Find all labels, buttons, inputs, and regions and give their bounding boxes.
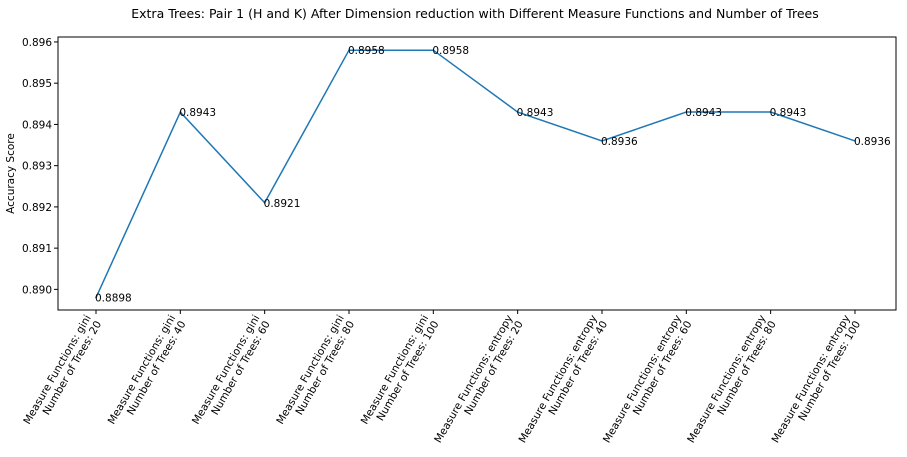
x-tick-label-line: Measure Functions: entropy [770, 313, 853, 445]
x-tick-label-line: Measure Functions: gini [359, 313, 431, 426]
data-label: 0.8958 [432, 45, 469, 57]
data-point [601, 140, 603, 142]
y-tick-label: 0.891 [22, 243, 52, 255]
y-tick-label: 0.896 [22, 37, 52, 49]
x-tick-label-line: Measure Functions: entropy [432, 313, 515, 445]
data-point [348, 49, 350, 51]
data-point [95, 296, 97, 299]
x-tick-label-line: Measure Functions: gini [274, 313, 346, 426]
data-label: 0.8943 [770, 107, 807, 119]
y-tick-label: 0.893 [22, 161, 52, 173]
data-label: 0.8936 [854, 136, 891, 148]
data-label: 0.8898 [95, 293, 132, 305]
chart-title: Extra Trees: Pair 1 (H and K) After Dime… [131, 6, 819, 21]
y-tick-label: 0.894 [22, 119, 52, 131]
x-tick-label-line: Measure Functions: gini [190, 313, 262, 426]
data-point [263, 201, 266, 204]
data-point [432, 49, 435, 51]
x-tick-label-line: Measure Functions: entropy [685, 313, 768, 445]
data-point [854, 140, 856, 142]
data-label: 0.8958 [348, 45, 385, 57]
y-axis-label: Accuracy Score [5, 133, 17, 214]
plot-frame [57, 36, 897, 311]
data-label: 0.8943 [179, 107, 216, 119]
data-point [685, 111, 688, 113]
y-tick-label: 0.895 [22, 78, 52, 90]
accuracy-series-line [95, 49, 856, 298]
data-point [516, 111, 519, 113]
data-label: 0.8936 [601, 136, 638, 148]
x-tick-label-line: Measure Functions: gini [21, 313, 93, 426]
data-label: 0.8943 [685, 107, 722, 119]
data-label: 0.8943 [517, 107, 554, 119]
x-tick-label-line: Measure Functions: gini [106, 313, 178, 426]
x-tick-label-line: Measure Functions: entropy [517, 313, 600, 445]
data-label: 0.8921 [264, 198, 301, 210]
y-tick-label: 0.890 [22, 284, 52, 296]
data-point [179, 111, 182, 113]
y-tick-label: 0.892 [22, 202, 52, 214]
data-point [769, 111, 772, 113]
x-tick-label-line: Measure Functions: entropy [601, 313, 684, 445]
